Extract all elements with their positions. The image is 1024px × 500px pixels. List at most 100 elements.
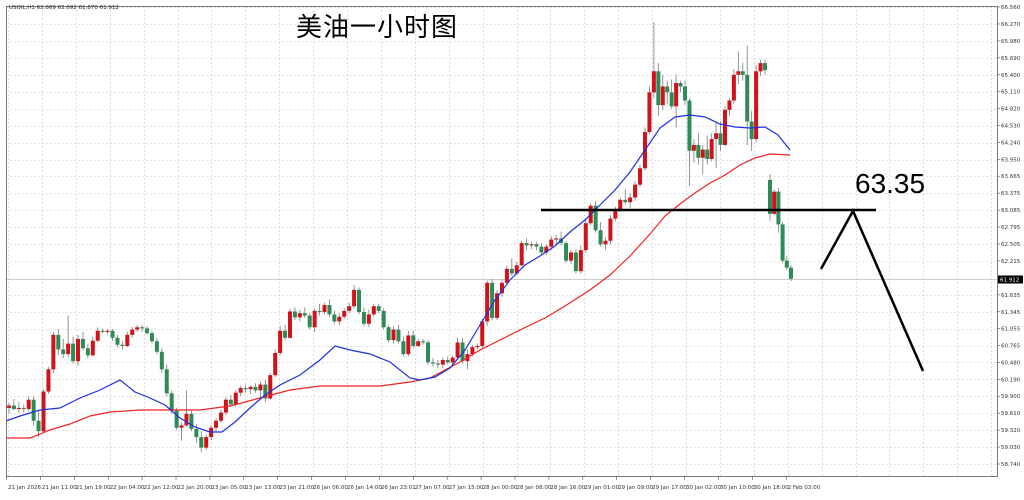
candle-bear <box>745 74 750 122</box>
candle-bear <box>539 246 544 253</box>
chart-title: 美油一小时图 <box>296 13 459 43</box>
candle-bull <box>248 386 253 390</box>
candle-bear <box>327 305 332 315</box>
time-label: 26 Jan 06:00 <box>313 485 348 491</box>
price-label: 62.795 <box>1001 225 1021 231</box>
current-price-value: 61.912 <box>1000 278 1019 284</box>
projection-path <box>819 208 925 372</box>
candle-bear <box>253 386 258 391</box>
time-label: 28 Jan 00:00 <box>483 485 518 491</box>
candle-bull <box>66 343 71 355</box>
candle-bull <box>731 74 736 101</box>
candle-bear <box>381 310 386 328</box>
time-axis[interactable]: 21 Jan 2026 21 Jan 11:00 21 Jan 19:00 22 Ja… <box>6 476 821 491</box>
candle-bear <box>780 224 785 261</box>
candle-bull <box>179 425 184 428</box>
time-label: 27 Jan 07:00 <box>415 485 450 491</box>
candle-bear <box>376 306 381 311</box>
candle-bear <box>283 330 288 338</box>
candle-bull <box>754 71 759 140</box>
candle-bear <box>386 327 391 341</box>
candle-bull <box>758 63 763 72</box>
candle-bull <box>233 392 238 405</box>
candle-bear <box>159 351 164 370</box>
candle-bull <box>391 329 396 341</box>
price-label: 62.215 <box>1001 259 1021 265</box>
candle-bull <box>366 314 371 324</box>
candle-bear <box>189 413 194 429</box>
candle-bull <box>273 352 278 376</box>
candle-bull <box>337 316 342 322</box>
time-label: 22 Jan 12:00 <box>144 485 179 491</box>
time-label: 30 Jan 10:00 <box>720 485 755 491</box>
candle-bull <box>495 293 500 318</box>
candle-bull <box>583 223 588 251</box>
candle-bull <box>603 240 608 245</box>
candle-bear <box>228 399 233 405</box>
chart-frame <box>6 6 998 477</box>
candle-bull <box>41 391 46 432</box>
candle-bear <box>307 315 312 328</box>
candle-bear <box>243 388 248 390</box>
candle-bull <box>485 282 490 322</box>
time-label: 23 Jan 05:00 <box>211 485 246 491</box>
candle-bull <box>723 109 727 145</box>
time-label: 29 Jan 17:00 <box>652 485 687 491</box>
candle-bull <box>772 191 777 214</box>
candle-bear <box>199 437 204 448</box>
candle-bull <box>7 405 11 408</box>
candle-bull <box>549 239 554 247</box>
candle-bull <box>218 412 223 421</box>
candle-bear <box>194 428 199 438</box>
candle-bull <box>51 334 56 370</box>
candle-bear <box>21 407 26 410</box>
candle-bear <box>789 267 793 279</box>
candle-bull <box>125 334 130 346</box>
candle-bear <box>430 362 435 364</box>
time-label: 26 Jan 23:01 <box>381 485 416 491</box>
candle-bull <box>470 347 475 355</box>
candle-bear <box>31 399 36 421</box>
candle-bear <box>740 71 745 75</box>
time-label: 27 Jan 15:00 <box>449 485 484 491</box>
price-axis[interactable]: 66.560 66.270 65.980 65.690 65.400 65.110 64.8… <box>997 5 1023 468</box>
candle-bull <box>258 384 263 391</box>
candle-bear <box>174 410 179 428</box>
candle-bear <box>687 100 692 151</box>
candle-bull <box>499 282 504 294</box>
candle-bear <box>426 342 431 363</box>
candle-bear <box>115 337 120 345</box>
price-label: 65.110 <box>1001 90 1021 96</box>
candle-bear <box>749 121 754 140</box>
candle-bull <box>322 305 327 313</box>
candle-bear <box>656 71 661 106</box>
time-label: 26 Jan 14:00 <box>347 485 382 491</box>
candle-bear <box>598 230 603 245</box>
time-label: 22 Jan 20:00 <box>178 485 213 491</box>
candle-bear <box>85 348 90 356</box>
time-label: 28 Jan 08:00 <box>517 485 552 491</box>
candle-bear <box>56 334 61 350</box>
price-label: 63.665 <box>1001 174 1021 180</box>
price-label: 66.270 <box>1001 22 1021 28</box>
candle-bear <box>435 363 440 365</box>
candle-bear <box>623 199 628 203</box>
candle-bear <box>678 82 683 87</box>
price-label: 61.635 <box>1001 293 1021 299</box>
candle-bull <box>700 149 705 158</box>
candle-bull <box>544 246 549 253</box>
candle-bull <box>618 199 623 210</box>
candle-bull <box>135 327 140 330</box>
time-label: 29 Jan 01:00 <box>584 485 619 491</box>
candle-bear <box>61 349 66 355</box>
candle-bull <box>287 311 292 338</box>
candle-bull <box>450 357 455 363</box>
price-label: 59.030 <box>1001 445 1021 451</box>
candle-bull <box>416 341 421 346</box>
candle-bear <box>110 330 115 338</box>
time-label: 21 Jan 19:00 <box>76 485 111 491</box>
ma-slow-line <box>6 153 791 439</box>
price-label: 64.240 <box>1001 141 1021 147</box>
price-label: 65.980 <box>1001 39 1021 45</box>
